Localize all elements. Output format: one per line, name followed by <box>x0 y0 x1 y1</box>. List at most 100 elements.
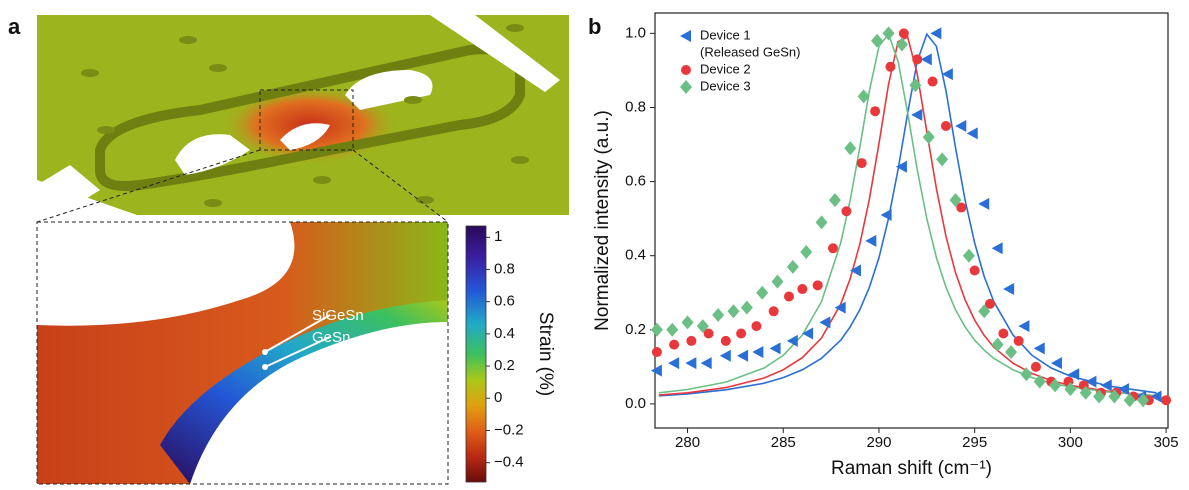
data-point <box>885 61 896 72</box>
data-point <box>898 28 909 39</box>
data-point <box>1108 389 1121 404</box>
data-point <box>1150 390 1162 403</box>
data-point <box>828 193 841 208</box>
data-point <box>966 127 978 140</box>
data-point <box>930 27 942 40</box>
data-point <box>1050 357 1062 370</box>
data-point <box>786 334 798 347</box>
y-tick-label: 0.2 <box>625 321 646 338</box>
data-point <box>737 349 749 362</box>
data-point <box>740 300 753 315</box>
data-point <box>771 274 784 289</box>
data-point <box>751 321 762 332</box>
annotation: SiGeSn <box>312 307 364 324</box>
data-point <box>871 33 884 48</box>
colorbar-tick-label: 0.4 <box>494 325 515 342</box>
data-point <box>1068 368 1080 381</box>
data-point <box>1100 379 1112 392</box>
data-point <box>1049 378 1062 393</box>
data-point <box>909 78 922 93</box>
x-tick-label: 280 <box>675 434 700 451</box>
data-point <box>1093 389 1106 404</box>
data-point <box>681 315 694 330</box>
data-point <box>828 243 839 254</box>
x-tick-label: 305 <box>1154 434 1179 451</box>
x-tick-label: 295 <box>962 434 987 451</box>
annotation-text: GeSn <box>312 329 350 346</box>
data-point <box>1137 393 1150 408</box>
data-point <box>991 242 1003 255</box>
x-tick-label: 290 <box>866 434 891 451</box>
data-point <box>927 76 938 87</box>
data-point <box>882 26 895 41</box>
data-point <box>998 328 1009 339</box>
data-point <box>841 206 852 217</box>
data-point <box>650 322 663 337</box>
colorbar-tick-label: 0.8 <box>494 260 515 277</box>
colorbar <box>465 225 487 483</box>
data-point <box>1018 320 1030 333</box>
data-point <box>1064 382 1077 397</box>
data-point <box>1013 335 1024 346</box>
data-point <box>703 328 714 339</box>
annotation: GeSn0.07 <box>312 351 372 371</box>
legend-marker <box>680 80 692 94</box>
data-point <box>834 301 846 314</box>
data-point <box>978 197 990 210</box>
data-point <box>1117 383 1129 396</box>
data-point <box>969 265 980 276</box>
data-point <box>685 357 697 370</box>
legend-marker <box>681 65 691 75</box>
data-point <box>720 335 731 346</box>
legend-sublabel: (Released GeSn) <box>700 44 800 59</box>
data-point <box>1033 374 1046 389</box>
data-point <box>955 120 967 133</box>
data-point <box>812 280 823 291</box>
data-point <box>696 319 709 334</box>
data-point <box>856 158 867 169</box>
data-point <box>922 130 935 145</box>
data-point <box>895 37 908 52</box>
fit-line <box>658 35 1157 397</box>
y-axis-title: Normalized intensity (a.u.) <box>592 110 613 331</box>
data-point <box>719 349 731 362</box>
data-point <box>752 346 764 359</box>
data-point <box>1123 393 1136 408</box>
data-point <box>911 108 923 121</box>
colorbar-tick-label: 0.2 <box>494 357 515 374</box>
plot-frame <box>654 12 1169 429</box>
data-point <box>802 327 814 340</box>
data-point <box>700 357 712 370</box>
annotation: GeSn0.11 <box>312 329 371 349</box>
colorbar-tick-label: −0.4 <box>494 454 524 471</box>
fit-line <box>658 32 1157 397</box>
data-point <box>736 328 747 339</box>
x-tick-label: 300 <box>1058 434 1083 451</box>
colorbar-tick-label: −0.2 <box>494 421 524 438</box>
data-point <box>895 160 907 173</box>
data-point <box>941 68 953 81</box>
data-point <box>727 304 740 319</box>
data-point <box>783 291 794 302</box>
annotation-subscript: 0.07 <box>350 359 371 371</box>
annotation-subscript: 0.11 <box>350 337 371 349</box>
data-point <box>857 89 870 104</box>
data-point <box>1033 342 1045 355</box>
data-point <box>991 337 1004 352</box>
data-point <box>978 304 991 319</box>
legend-label: Device 3 <box>700 78 751 93</box>
data-point <box>984 298 995 309</box>
data-point <box>786 259 799 274</box>
data-point <box>1161 395 1172 406</box>
data-point <box>666 322 679 337</box>
y-tick-label: 0.4 <box>625 247 646 264</box>
colorbar-label: Strain (%) <box>535 312 556 396</box>
data-point <box>1030 361 1041 372</box>
data-point <box>920 53 932 66</box>
data-point <box>849 264 861 277</box>
x-tick-label: 285 <box>771 434 796 451</box>
x-axis-title: Raman shift (cm⁻¹) <box>831 458 992 479</box>
data-point <box>815 215 828 230</box>
y-tick-label: 0.8 <box>625 98 646 115</box>
data-point <box>1079 385 1092 400</box>
